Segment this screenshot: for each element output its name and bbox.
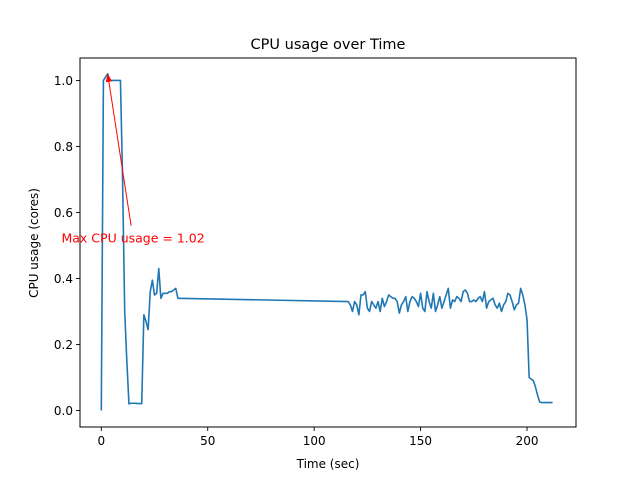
y-tick-label-1: 0.2 — [54, 338, 73, 352]
plot-area: 0 50 100 150 200 0.0 0.2 0.4 0.6 0.8 1.0 Max CPU us… — [54, 73, 553, 448]
x-tick-label-3: 150 — [409, 434, 432, 448]
annotation-arrowhead-0 — [105, 73, 113, 83]
annotation-label-0: Max CPU usage = 1.02 — [61, 231, 204, 246]
annotation-arrow-0 — [107, 73, 132, 226]
x-axis-label: Time (sec) — [296, 457, 360, 471]
x-tick-label-1: 50 — [200, 434, 215, 448]
chart-title: CPU usage over Time — [251, 37, 406, 53]
series-line-0 — [100, 73, 553, 411]
x-tick-label-0: 0 — [97, 434, 105, 448]
y-tick-label-4: 0.8 — [54, 140, 73, 154]
y-tick-label-2: 0.4 — [54, 272, 73, 286]
y-tick-label-5: 1.0 — [54, 74, 73, 88]
plot-frame — [79, 57, 577, 428]
y-tick-label-3: 0.6 — [54, 206, 73, 220]
y-tick-label-0: 0.0 — [54, 404, 73, 418]
x-tick-label-2: 100 — [303, 434, 326, 448]
y-axis-label: CPU usage (cores) — [27, 188, 41, 298]
x-tick-label-4: 200 — [516, 434, 539, 448]
